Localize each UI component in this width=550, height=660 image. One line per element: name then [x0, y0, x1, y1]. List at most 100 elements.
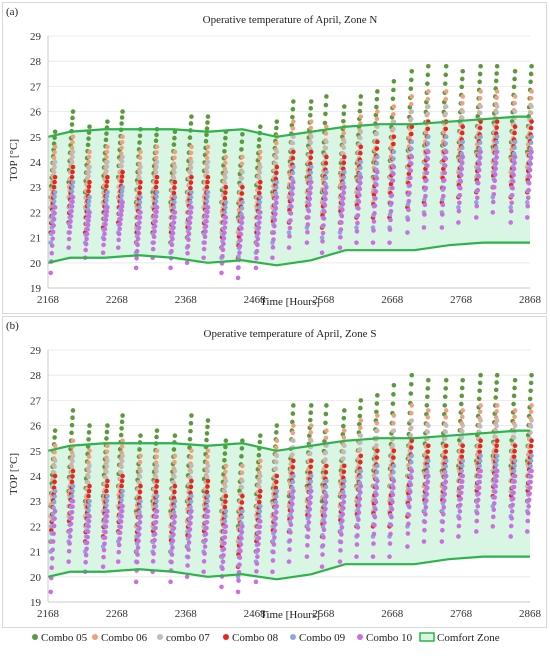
data-point [50, 547, 55, 553]
data-point [274, 438, 280, 444]
data-point [478, 134, 483, 140]
data-point [341, 435, 347, 440]
data-point [223, 169, 229, 175]
data-point [526, 504, 531, 509]
data-point [223, 154, 229, 160]
data-point [477, 71, 483, 77]
data-point [459, 84, 465, 90]
data-point [358, 474, 363, 480]
data-point [223, 469, 228, 475]
data-point [154, 150, 159, 155]
data-point [257, 175, 262, 181]
data-point [104, 179, 110, 184]
x-tick-label: 2268 [106, 294, 129, 306]
data-point [373, 499, 379, 505]
data-point [323, 131, 329, 136]
data-point [273, 190, 279, 196]
data-point [138, 179, 143, 185]
data-point [341, 428, 347, 433]
legend-label: Combo 06 [101, 632, 148, 644]
data-point [205, 514, 210, 520]
data-point [422, 527, 427, 533]
data-point [236, 578, 241, 583]
data-point [374, 161, 380, 166]
data-point [172, 498, 178, 504]
data-point [477, 409, 483, 415]
data-point [456, 205, 461, 210]
data-point [443, 104, 449, 109]
data-point [291, 473, 296, 479]
data-point [324, 139, 329, 145]
data-point [308, 164, 314, 170]
data-point [119, 508, 125, 514]
data-point [409, 418, 415, 423]
data-point [223, 190, 228, 195]
data-point [223, 444, 228, 450]
data-point [442, 469, 448, 475]
data-point [341, 130, 347, 136]
data-point [421, 225, 427, 230]
data-point [512, 139, 518, 145]
data-point [459, 100, 465, 106]
data-point [52, 443, 58, 449]
data-point [460, 94, 466, 99]
data-point [308, 410, 314, 415]
data-point [527, 396, 533, 402]
data-point [477, 95, 483, 101]
data-point [116, 231, 122, 237]
data-point [324, 184, 329, 190]
data-point [323, 435, 329, 441]
data-point [172, 199, 177, 205]
data-point [439, 225, 445, 230]
data-point [291, 119, 296, 124]
data-point [274, 149, 280, 155]
data-point [323, 196, 328, 202]
data-point [257, 199, 263, 205]
data-point [358, 165, 363, 171]
data-point [443, 377, 449, 383]
data-point [406, 521, 411, 527]
data-point [272, 535, 277, 540]
data-point [323, 450, 329, 455]
data-point [273, 466, 279, 471]
data-point [219, 270, 224, 276]
data-point [87, 179, 92, 185]
data-point [86, 508, 91, 513]
data-points [48, 372, 534, 595]
data-point [290, 464, 296, 470]
data-point [223, 438, 229, 444]
y-tick-label: 20 [30, 572, 42, 584]
data-point [120, 473, 125, 479]
data-point [409, 154, 415, 160]
data-point [119, 159, 125, 164]
data-point [322, 439, 327, 444]
data-point [287, 225, 293, 231]
data-point [152, 537, 157, 543]
data-point [390, 178, 396, 184]
data-point [168, 265, 173, 271]
data-point [374, 492, 379, 498]
data-point [254, 561, 260, 566]
data-point [237, 555, 243, 560]
data-point [508, 208, 514, 214]
data-point [66, 236, 72, 242]
x-axis-label: Time [Hours] [260, 296, 320, 308]
data-point [290, 419, 295, 425]
data-point [308, 430, 314, 435]
data-point [358, 174, 364, 180]
data-point [104, 519, 109, 524]
data-point [170, 538, 176, 544]
data-point [308, 438, 314, 444]
data-point [358, 453, 364, 459]
data-point [358, 101, 363, 107]
data-point [86, 437, 91, 442]
data-point [69, 208, 74, 214]
data-point [405, 544, 410, 549]
data-point [528, 474, 534, 479]
data-point [423, 193, 428, 199]
data-point [391, 392, 396, 397]
data-point [102, 231, 107, 237]
data-point [475, 497, 481, 503]
data-point [357, 447, 363, 452]
data-point [286, 230, 292, 235]
